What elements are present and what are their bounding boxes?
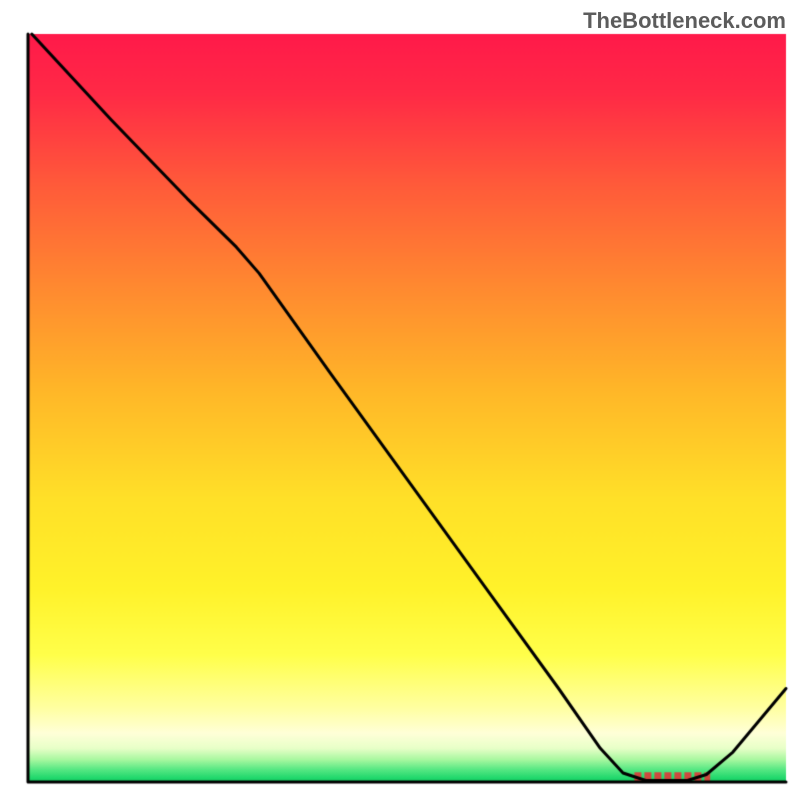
watermark-text: TheBottleneck.com [583,8,786,34]
bottleneck-chart-canvas [0,0,800,800]
chart-stage: TheBottleneck.com [0,0,800,800]
